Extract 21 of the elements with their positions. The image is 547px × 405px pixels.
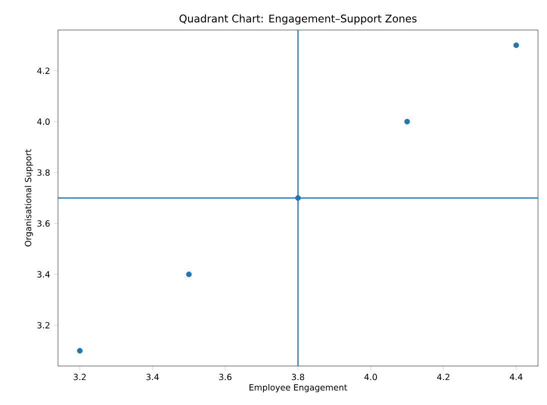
x-tick-label: 3.8 (292, 374, 304, 380)
x-tick-label: 3.4 (146, 374, 159, 380)
point (295, 195, 301, 201)
y-tick-label: 4.0 (37, 118, 50, 125)
x-axis-title: Employee Engagement (250, 384, 348, 392)
x-tick-label: 4.4 (510, 374, 522, 380)
point (186, 272, 192, 278)
point (77, 348, 83, 354)
y-tick-label: 3.4 (37, 271, 50, 278)
y-tick-label: 4.2 (37, 68, 50, 74)
x-tick-label: 3.6 (219, 374, 232, 380)
x-tick-label: 3.2 (74, 374, 86, 380)
y-tick-label: 3.8 (37, 169, 50, 176)
x-tick-label: 4.0 (364, 374, 377, 380)
chart-title: Quadrant Chart: Engagement–Support Zones (180, 14, 417, 24)
x-tick-label: 4.2 (437, 374, 450, 380)
point (513, 42, 519, 48)
y-tick-label: 3.2 (37, 322, 50, 328)
point (404, 118, 410, 124)
y-tick-label: 3.6 (37, 220, 50, 227)
y-axis-title: Organisational Support (24, 149, 33, 246)
